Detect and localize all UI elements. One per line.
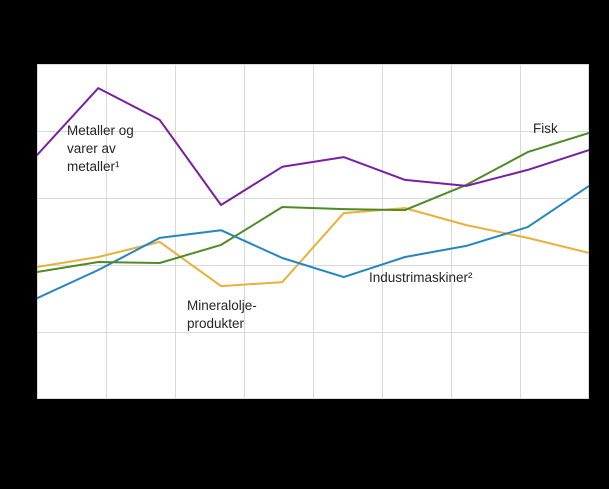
line-metaller <box>37 87 589 206</box>
line-mineraloljeprodukter <box>37 207 589 288</box>
line-chart <box>37 64 589 399</box>
line-industrimaskiner <box>37 184 589 300</box>
plot-area: Metaller og varer av metaller¹ Mineralol… <box>37 64 589 399</box>
series-label-metaller: Metaller og varer av metaller¹ <box>67 123 134 175</box>
line-fisk <box>37 132 589 273</box>
series-label-fisk: Fisk <box>533 121 558 136</box>
series-label-mineraloljeprodukter: Mineralolje-produkter <box>187 298 257 332</box>
series-label-industrimaskiner: Industrimaskiner² <box>369 270 473 285</box>
